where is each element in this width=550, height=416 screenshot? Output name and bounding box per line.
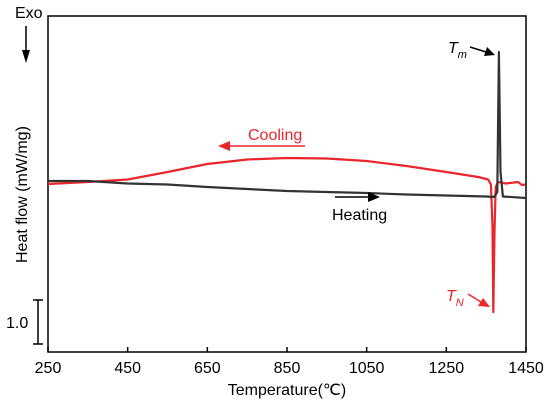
x-tick-label: 1450 — [508, 360, 544, 377]
tn-arrow-line — [467, 293, 482, 303]
x-tick-label: 1250 — [429, 360, 465, 377]
tn-label: TN — [446, 288, 464, 309]
tm-label: Tm — [448, 40, 467, 61]
scale-bar-label: 1.0 — [6, 315, 28, 332]
series-line-heating — [48, 50, 527, 200]
x-tick-label: 650 — [194, 360, 221, 377]
tm-arrow-head-icon — [484, 47, 495, 56]
heating-label: Heating — [332, 207, 387, 224]
x-tick-label: 850 — [274, 360, 301, 377]
exo-label: Exo — [15, 5, 43, 22]
x-tick-label: 1050 — [349, 360, 385, 377]
tm-arrow-line — [469, 46, 487, 53]
x-tick-label: 250 — [35, 360, 62, 377]
heating-arrow-head-icon — [368, 192, 380, 202]
tn-arrow-head-icon — [478, 298, 490, 307]
x-tick-label: 450 — [114, 360, 141, 377]
x-axis-label: Temperature(℃) — [228, 382, 346, 399]
series-layer — [47, 50, 527, 314]
cooling-label: Cooling — [248, 127, 302, 144]
exo-arrow-head-icon — [22, 50, 30, 63]
y-axis-label: Heat flow (mW/mg) — [14, 126, 31, 263]
cooling-arrow-head-icon — [218, 141, 230, 151]
x-axis-ticks: 250 450 650 850 1050 1250 1450 — [35, 347, 544, 377]
